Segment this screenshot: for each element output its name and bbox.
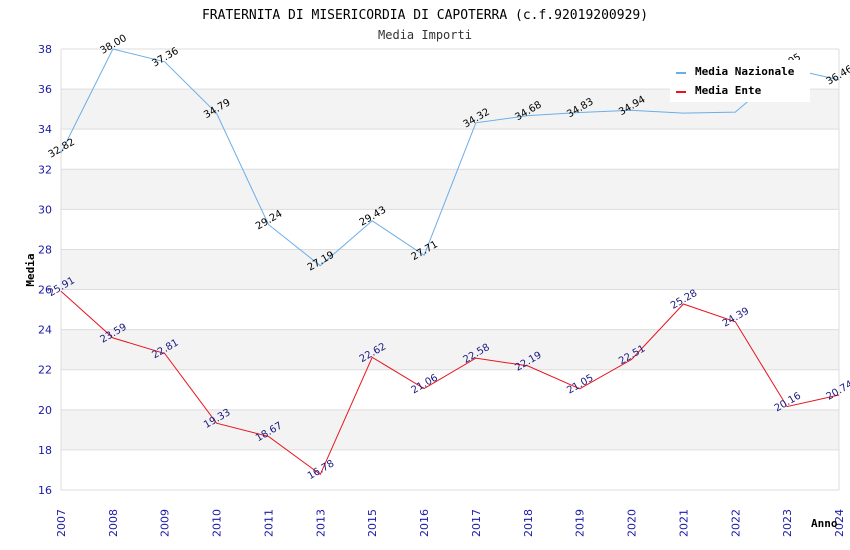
y-tick-label: 20 — [38, 404, 52, 417]
x-tick-label: 2017 — [470, 509, 483, 537]
x-tick-label: 2010 — [211, 509, 224, 537]
legend-box — [670, 60, 810, 102]
x-tick-label: 2008 — [107, 509, 120, 537]
y-tick-label: 24 — [38, 324, 52, 337]
y-tick-label: 38 — [38, 43, 52, 56]
y-tick-label: 18 — [38, 444, 52, 457]
x-axis-label: Anno — [811, 517, 838, 530]
y-tick-label: 34 — [38, 123, 52, 136]
x-tick-label: 2021 — [677, 509, 690, 537]
legend-label-ente: Media Ente — [695, 84, 762, 97]
plot-band — [61, 329, 839, 370]
legend: Media Nazionale Media Ente — [670, 60, 810, 102]
plot-band — [61, 369, 839, 410]
x-tick-label: 2019 — [574, 509, 587, 537]
x-tick-label: 2023 — [781, 509, 794, 537]
plot-band — [61, 289, 839, 330]
x-tick-label: 2013 — [314, 509, 327, 537]
x-tick-label: 2007 — [55, 509, 68, 537]
y-axis-label: Media — [24, 253, 37, 286]
y-tick-label: 16 — [38, 484, 52, 497]
x-tick-label: 2018 — [522, 509, 535, 537]
y-tick-label: 30 — [38, 203, 52, 216]
chart-subtitle: Media Importi — [378, 28, 472, 42]
plot-band — [61, 409, 839, 450]
plot-band — [61, 449, 839, 490]
y-tick-label: 36 — [38, 83, 52, 96]
x-tick-label: 2020 — [626, 509, 639, 537]
y-tick-label: 32 — [38, 163, 52, 176]
series-line-0 — [60, 48, 840, 267]
x-tick-label: 2022 — [729, 509, 742, 537]
y-axis-ticks: 16 18 20 22 24 26 28 30 32 34 36 38 — [38, 43, 52, 497]
legend-label-nazionale: Media Nazionale — [695, 65, 795, 78]
plot-band — [61, 249, 839, 290]
x-tick-label: 2015 — [366, 509, 379, 537]
y-tick-label: 26 — [38, 284, 52, 297]
x-axis-ticks: 2007 2008 2009 2010 2011 2013 2015 2016 2017 2018… — [55, 509, 846, 537]
y-tick-label: 22 — [38, 364, 52, 377]
plot-bands — [61, 49, 839, 490]
series-lines — [60, 48, 840, 476]
plot-band — [61, 129, 839, 170]
x-tick-label: 2009 — [159, 509, 172, 537]
plot-band — [61, 209, 839, 250]
y-tick-label: 28 — [38, 243, 52, 256]
x-tick-label: 2016 — [418, 509, 431, 537]
series-line-1 — [60, 290, 840, 476]
x-tick-label: 2011 — [262, 509, 275, 537]
x-tick-label: 2024 — [833, 509, 846, 537]
chart-title: FRATERNITA DI MISERICORDIA DI CAPOTERRA … — [202, 8, 648, 23]
